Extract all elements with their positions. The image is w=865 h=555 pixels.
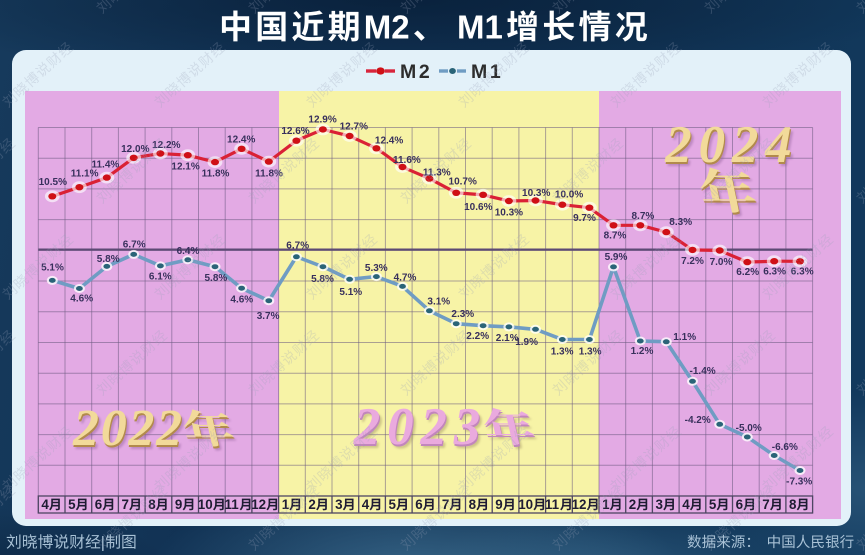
svg-text:10.6%: 10.6% [464, 202, 492, 213]
svg-text:2024: 2024 [664, 116, 798, 174]
svg-text:1.3%: 1.3% [551, 347, 574, 358]
svg-text:2.1%: 2.1% [496, 333, 519, 344]
svg-text:8: 8 [148, 497, 156, 512]
svg-text:M2: M2 [400, 61, 432, 83]
svg-text:7: 7 [762, 497, 769, 512]
svg-text:-4.2%: -4.2% [685, 415, 711, 426]
svg-text:5: 5 [68, 497, 76, 512]
svg-text:5.8%: 5.8% [97, 254, 120, 265]
svg-text:7: 7 [122, 497, 129, 512]
svg-text:11: 11 [545, 497, 560, 512]
svg-text:8.3%: 8.3% [669, 217, 692, 228]
svg-text:6.3%: 6.3% [791, 266, 814, 277]
svg-text:2.3%: 2.3% [451, 309, 474, 320]
svg-text:5.1%: 5.1% [41, 263, 64, 274]
svg-text:2023: 2023 [354, 400, 488, 458]
svg-text:5: 5 [389, 497, 397, 512]
svg-text:2: 2 [629, 497, 636, 512]
svg-text:12.1%: 12.1% [171, 162, 199, 173]
svg-text:6.3%: 6.3% [763, 266, 786, 277]
svg-text:2023: 2023 [353, 398, 487, 456]
svg-text:6: 6 [415, 497, 422, 512]
svg-text:5.1%: 5.1% [339, 287, 362, 298]
svg-text:10.7%: 10.7% [449, 176, 477, 187]
svg-text:3.1%: 3.1% [427, 297, 450, 308]
svg-text:4.7%: 4.7% [394, 272, 417, 283]
svg-text:6.7%: 6.7% [123, 239, 146, 250]
svg-text:3: 3 [656, 497, 663, 512]
svg-text:8.7%: 8.7% [604, 231, 627, 242]
svg-text:12.0%: 12.0% [121, 144, 149, 155]
svg-text:5: 5 [709, 497, 717, 512]
svg-text:-6.6%: -6.6% [772, 442, 798, 453]
svg-text:12: 12 [251, 497, 266, 512]
svg-text:1.1%: 1.1% [673, 332, 696, 343]
svg-text:12: 12 [572, 497, 587, 512]
svg-text:2.2%: 2.2% [466, 331, 489, 342]
svg-text:12.9%: 12.9% [308, 115, 336, 126]
svg-text:12.4%: 12.4% [375, 135, 403, 146]
svg-text:6.4%: 6.4% [177, 246, 200, 257]
svg-text:4: 4 [682, 497, 690, 512]
svg-text:8: 8 [469, 497, 477, 512]
svg-text:2023: 2023 [356, 402, 490, 460]
svg-text:8.7%: 8.7% [632, 211, 655, 222]
svg-text:11.8%: 11.8% [202, 169, 230, 180]
svg-text:1.3%: 1.3% [579, 347, 602, 358]
svg-text:7: 7 [442, 497, 449, 512]
svg-text:10.3%: 10.3% [495, 207, 523, 218]
svg-text:2: 2 [308, 497, 315, 512]
svg-text:M2: M2 [364, 9, 410, 46]
svg-text:4: 4 [362, 497, 370, 512]
svg-text:10: 10 [518, 497, 533, 512]
svg-text:4: 4 [41, 497, 49, 512]
svg-text:5.9%: 5.9% [605, 252, 628, 263]
svg-text:|: | [101, 535, 105, 552]
svg-text:11.8%: 11.8% [255, 169, 283, 180]
svg-text:12.6%: 12.6% [281, 126, 309, 137]
svg-text:4.6%: 4.6% [70, 294, 93, 305]
svg-text:6.7%: 6.7% [286, 240, 309, 251]
svg-text:10: 10 [198, 497, 213, 512]
svg-text:1.9%: 1.9% [515, 337, 538, 348]
svg-text:-1.4%: -1.4% [690, 366, 716, 377]
svg-text:1: 1 [282, 497, 290, 512]
svg-text:10.3%: 10.3% [522, 188, 550, 199]
svg-text:8: 8 [789, 497, 797, 512]
svg-text:12.2%: 12.2% [152, 140, 180, 151]
svg-text:-7.3%: -7.3% [786, 476, 812, 487]
svg-text:12.7%: 12.7% [340, 122, 368, 133]
svg-text:11.1%: 11.1% [71, 169, 99, 180]
svg-text:7.2%: 7.2% [681, 256, 704, 267]
svg-text:9.7%: 9.7% [573, 213, 596, 224]
svg-text:11.3%: 11.3% [423, 167, 451, 178]
svg-text:6: 6 [95, 497, 102, 512]
svg-text:9: 9 [495, 497, 502, 512]
svg-text:10.5%: 10.5% [39, 177, 67, 188]
svg-text:2022: 2022 [72, 400, 184, 457]
svg-text:9: 9 [175, 497, 182, 512]
svg-text:3: 3 [335, 497, 342, 512]
svg-text:11.6%: 11.6% [393, 155, 421, 166]
svg-text:11.4%: 11.4% [91, 159, 119, 170]
svg-text:2022: 2022 [75, 404, 187, 461]
svg-text:12.4%: 12.4% [227, 134, 255, 145]
svg-text:3.7%: 3.7% [257, 311, 280, 322]
svg-text:11: 11 [225, 497, 240, 512]
svg-text:2022: 2022 [73, 402, 185, 459]
svg-text:5.3%: 5.3% [365, 263, 388, 274]
svg-text:2024: 2024 [667, 120, 801, 178]
svg-text:5.8%: 5.8% [205, 273, 228, 284]
svg-text:1.2%: 1.2% [631, 346, 654, 357]
svg-text:7.0%: 7.0% [710, 257, 733, 268]
svg-text:M1: M1 [457, 9, 503, 46]
svg-text:-5.0%: -5.0% [736, 423, 762, 434]
svg-text:6.1%: 6.1% [149, 272, 172, 283]
svg-text:6.2%: 6.2% [736, 267, 759, 278]
svg-text:5.8%: 5.8% [311, 274, 334, 285]
svg-text:10.0%: 10.0% [555, 190, 583, 201]
svg-text:4.6%: 4.6% [230, 294, 253, 305]
svg-text:6: 6 [736, 497, 743, 512]
